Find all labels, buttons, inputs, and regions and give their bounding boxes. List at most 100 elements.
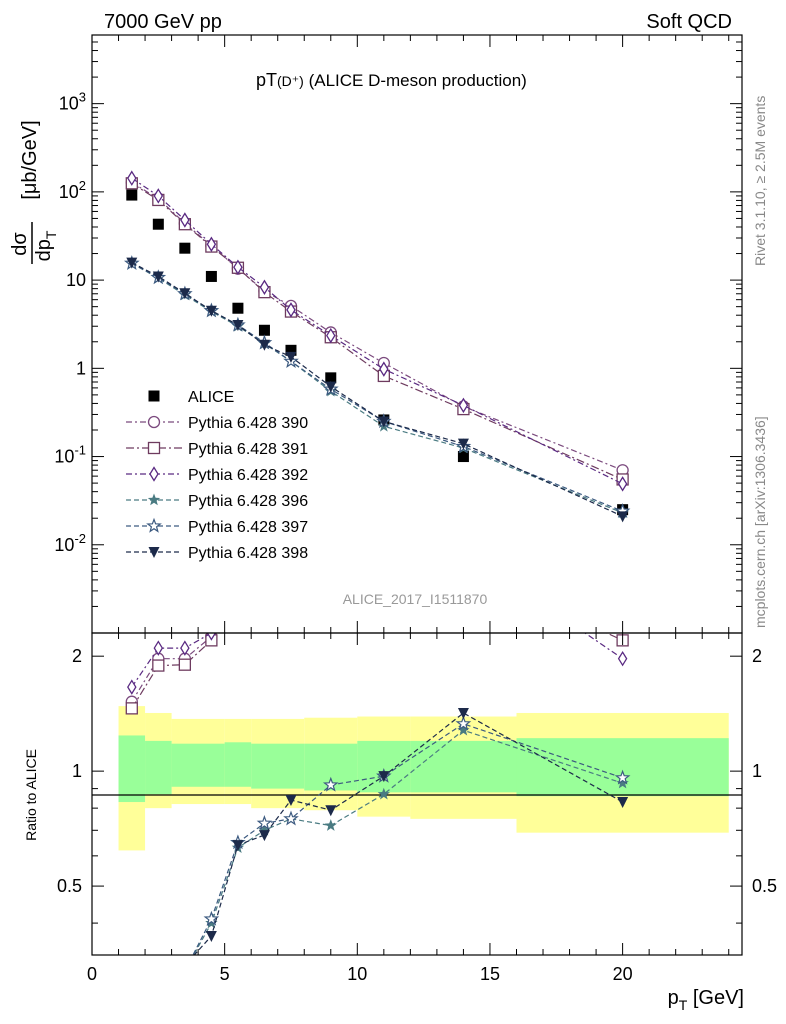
legend-marker-p390 [147,415,161,429]
legend-item-p396: Pythia 6.428 396 [126,493,308,510]
series-p392 [127,543,628,695]
point-p398-9 [457,438,469,450]
ratio-ytick-label: 1 [72,761,82,781]
analysis-id: ALICE_2017_I1511870 [343,591,488,607]
x-axis-label: pT [GeV] [668,987,744,1013]
point-p392-7 [327,582,335,595]
point-p396-10 [616,776,629,789]
point-p397-3 [203,910,220,926]
legend-label-p396: Pythia 6.428 396 [188,493,308,510]
point-p392-8 [379,361,389,377]
x-tick-label: 15 [480,964,500,984]
point-p392-7 [326,327,336,344]
point-p392-4 [233,259,243,275]
band-inner-1 [145,740,172,795]
point-p396-2 [179,964,191,976]
x-tick-label: 0 [87,964,97,984]
point-p390-9 [458,549,469,560]
point-p398-2 [179,960,190,971]
point-p390-10 [617,595,628,606]
point-p391-8 [378,573,389,584]
point-p391-1 [152,659,165,672]
legend-marker-data [148,390,160,402]
point-p398-10 [617,797,629,809]
band-inner-3 [224,742,252,787]
legend-item-p392: Pythia 6.428 392 [126,466,308,484]
main-ytick-label: 10 [66,270,86,290]
point-p396-9 [457,723,470,736]
legend-label-p390: Pythia 6.428 390 [188,415,308,432]
legend-marker-p392 [149,466,159,482]
svg-text:dpT: dpT [33,230,59,261]
series-p392 [127,170,628,492]
main-ytick-label: 102 [59,178,86,202]
band-inner-8 [516,738,729,797]
point-data-6 [285,344,297,356]
point-p392-5 [260,577,268,590]
ratio-bands [118,706,729,851]
point-p398-10 [617,511,629,523]
mcplots-label: mcplots.cern.ch [arXiv:1306.3436] [752,416,768,628]
point-p391-6 [285,598,296,609]
series-p398 [126,257,629,523]
point-p397-1 [152,995,164,1007]
point-p396-3 [205,916,218,929]
ratio-ytick-label-right: 1 [752,761,762,781]
point-p398-3 [205,305,217,317]
point-p391-7 [325,589,336,600]
chart-title-sub: (D⁺) [277,73,304,89]
legend-item-p397: Pythia 6.428 397 [126,517,308,536]
point-p398-3 [205,931,217,943]
point-p392-2 [180,640,190,656]
legend-item-data: ALICE [148,389,234,406]
series-line-p392 [131,633,623,688]
band-inner-2 [171,743,225,787]
main-frame [91,34,743,634]
point-p398-4 [232,319,244,331]
point-p390-4 [232,595,243,606]
point-p392-9 [459,543,467,556]
point-p398-1 [152,271,164,283]
svg-text:dσ: dσ [9,232,31,256]
legend-label-data: ALICE [188,389,234,406]
ratio-ylabel: Ratio to ALICE [23,749,39,841]
series-line-p391 [131,633,623,709]
series-line-p398 [193,712,623,955]
legend-marker-p391 [147,441,161,455]
band-inner-0 [118,735,146,803]
point-p398-8 [378,416,390,428]
main-ytick-label: 10-2 [54,531,86,555]
point-p396-8 [377,787,390,800]
point-p392-5 [259,279,270,295]
main-ytick-label: 1 [76,358,86,378]
main-ytick-label: 10-1 [54,443,86,467]
point-p398-8 [378,771,390,783]
svg-text:[μb/GeV]: [μb/GeV] [19,120,41,199]
legend-item-p391: Pythia 6.428 391 [126,441,308,458]
point-p392-6 [286,302,296,318]
series-line-p392 [131,177,623,485]
point-p392-10 [617,650,628,667]
point-p398-6 [285,351,297,363]
series-p391 [125,177,629,486]
point-p392-3 [206,236,217,252]
series-p397 [152,715,631,1007]
point-p392-1 [153,640,164,656]
band-inner-7 [410,740,517,793]
chart-title-rest: (ALICE D-meson production) [304,71,527,90]
point-p397-5 [256,815,273,831]
main-ylabel: [μb/GeV] dσ dpT [9,120,59,264]
point-data-1 [152,218,164,230]
legend: ALICE Pythia 6.428 390 Pythia 6.428 391 Pyt… [126,389,308,562]
legend-label-p397: Pythia 6.428 397 [188,519,308,536]
point-p397-9 [455,715,472,731]
point-data-9 [457,451,469,463]
point-p392-6 [287,588,295,601]
point-p398-2 [179,288,191,300]
point-p392-3 [206,633,217,641]
header-right: Soft QCD [646,11,732,33]
point-data-5 [258,324,270,336]
point-data-2 [179,242,191,254]
ratio-ytick-label: 0.5 [57,876,82,896]
